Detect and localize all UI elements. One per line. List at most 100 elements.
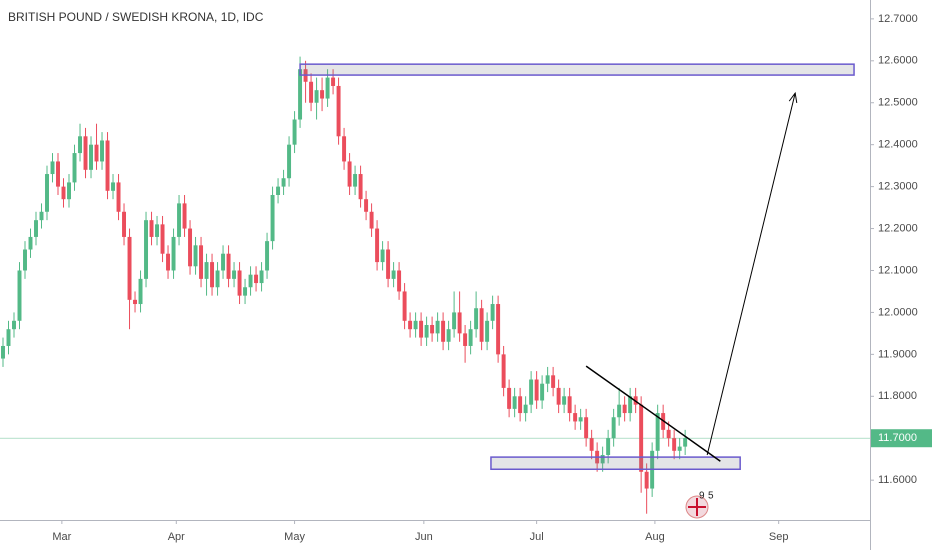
trendline — [585, 365, 721, 462]
candle-body — [347, 161, 352, 187]
last-price-label: 11.7000 — [878, 432, 917, 444]
candle-body — [89, 144, 93, 170]
candle-body — [501, 354, 506, 388]
candle-body — [127, 236, 132, 300]
candle-body — [589, 438, 594, 451]
candle-body — [556, 387, 561, 405]
candle-body — [111, 182, 116, 191]
y-tick-label: 12.7000 — [878, 13, 918, 25]
candle-body — [424, 325, 429, 338]
candle-body — [78, 136, 82, 154]
candle-body — [402, 291, 407, 321]
candle-body — [606, 438, 611, 455]
candle-body — [573, 413, 578, 422]
candle-body — [6, 329, 11, 346]
candle-body — [94, 144, 99, 162]
candle-body — [309, 81, 314, 103]
candle-body — [336, 85, 341, 137]
candle-body — [358, 174, 363, 200]
x-tick-label: Mar — [52, 531, 71, 543]
candle-body — [617, 404, 622, 418]
candle-body — [655, 413, 660, 451]
y-tick-label: 12.5000 — [878, 97, 918, 109]
y-tick-label: 11.6000 — [878, 474, 917, 486]
y-tick-label: 12.6000 — [878, 55, 918, 67]
candle-body — [369, 211, 374, 229]
candle-body — [34, 220, 38, 237]
candle-body — [23, 249, 27, 271]
candle-body — [567, 396, 572, 414]
candle-body — [468, 329, 473, 346]
candle-body — [446, 329, 451, 342]
candle-body — [182, 203, 187, 229]
candle-body — [479, 308, 484, 342]
candle-body — [435, 320, 440, 334]
candle-body — [534, 379, 539, 401]
candle-body — [622, 404, 627, 414]
candle-body — [281, 178, 286, 187]
candle-body — [122, 211, 127, 237]
candle-body — [149, 220, 154, 237]
candle-body — [292, 119, 297, 145]
candle-body — [496, 304, 501, 355]
candle-body — [523, 404, 528, 414]
candle-body — [232, 270, 237, 279]
candle-body — [188, 228, 193, 267]
candle-body — [507, 387, 512, 409]
candle-body — [276, 186, 281, 195]
y-tick-label: 12.2000 — [878, 222, 918, 234]
candle-body — [50, 161, 55, 175]
candle-body — [160, 224, 165, 254]
candle-body — [584, 417, 589, 439]
candle-body — [215, 270, 220, 288]
badge-count: 9 — [699, 491, 705, 502]
candle-body — [226, 253, 231, 279]
candle-body — [683, 438, 688, 447]
candle-body — [485, 320, 490, 342]
x-tick-label: Apr — [168, 531, 185, 543]
candle-body — [243, 287, 248, 296]
y-tick-label: 11.9000 — [878, 348, 917, 360]
x-tick-label: Sep — [769, 531, 789, 543]
candle-body — [116, 182, 121, 212]
candle-body — [353, 174, 358, 187]
candle-body — [540, 383, 545, 401]
candle-body — [512, 396, 517, 409]
candle-body — [391, 270, 396, 279]
badge-count: 5 — [708, 491, 714, 502]
x-tick-label: Jun — [415, 531, 433, 543]
candle-body — [672, 438, 677, 451]
candle-body — [430, 325, 435, 334]
candle-body — [171, 236, 176, 271]
candle-body — [578, 417, 583, 422]
candle-body — [12, 320, 16, 330]
candle-body — [155, 224, 160, 237]
candle-body — [452, 312, 457, 330]
candle-body — [628, 396, 633, 414]
candle-body — [380, 249, 385, 263]
candle-body — [166, 253, 171, 271]
candle-body — [474, 308, 479, 330]
candle-body — [67, 182, 71, 200]
candle-body — [265, 241, 270, 271]
candle-body — [39, 211, 44, 221]
candle-body — [386, 249, 391, 279]
candle-body — [221, 253, 226, 271]
candle-body — [666, 429, 671, 439]
candle-body — [72, 153, 77, 183]
candle-body — [375, 228, 380, 263]
candle-body — [611, 417, 616, 439]
x-tick-label: Aug — [645, 531, 665, 543]
candle-body — [397, 270, 402, 292]
candle-body — [457, 312, 462, 334]
candle-body — [177, 203, 182, 237]
candle-body — [562, 396, 567, 405]
candle-body — [325, 77, 330, 99]
price-zone — [299, 63, 855, 76]
candle-body — [441, 320, 446, 342]
candle-body — [644, 471, 649, 489]
candle-body — [105, 140, 110, 191]
candle-body — [342, 136, 347, 162]
y-tick-label: 12.4000 — [878, 139, 918, 151]
candle-body — [45, 174, 49, 212]
